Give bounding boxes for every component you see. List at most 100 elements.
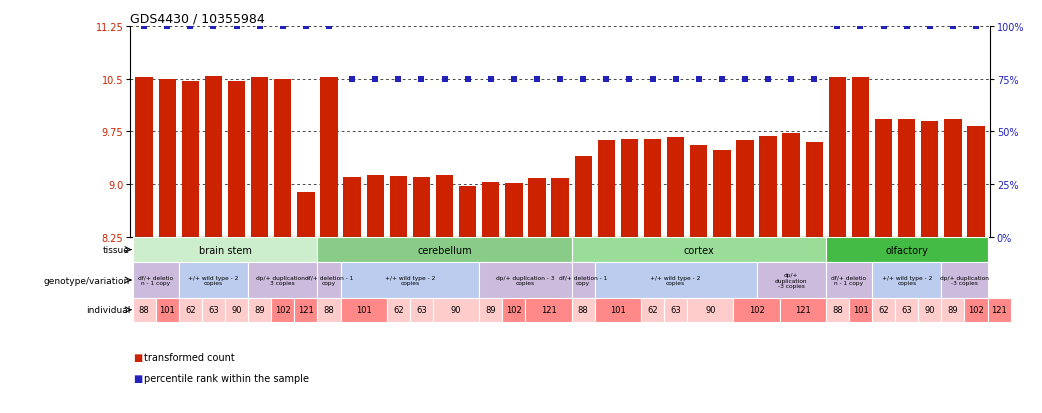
Bar	[132, 298, 155, 322]
Bar	[482, 183, 499, 237]
Bar	[828, 78, 846, 237]
Bar	[320, 78, 338, 237]
Bar	[413, 178, 430, 237]
Text: dp/+ duplication
-3 copies: dp/+ duplication -3 copies	[940, 275, 989, 285]
Point	[505, 76, 522, 83]
Text: 101: 101	[355, 306, 372, 314]
Text: 88: 88	[139, 306, 149, 314]
Bar	[274, 80, 292, 237]
Point	[321, 24, 338, 30]
Point	[437, 76, 453, 83]
Bar	[572, 298, 595, 322]
Bar	[248, 263, 318, 298]
Point	[921, 24, 938, 30]
Bar	[779, 298, 826, 322]
Text: ■: ■	[133, 373, 143, 383]
Point	[783, 76, 799, 83]
Point	[460, 76, 476, 83]
Bar	[690, 146, 708, 237]
Point	[158, 24, 175, 30]
Bar	[872, 263, 941, 298]
Point	[344, 76, 361, 83]
Bar	[390, 176, 407, 237]
Bar	[228, 81, 245, 237]
Text: 90: 90	[451, 306, 462, 314]
Text: dp/+
duplication
-3 copies: dp/+ duplication -3 copies	[775, 273, 808, 288]
Bar	[367, 176, 383, 237]
Bar	[225, 298, 248, 322]
Bar	[988, 298, 1011, 322]
Point	[413, 76, 429, 83]
Point	[714, 76, 730, 83]
Bar	[344, 178, 361, 237]
Text: df/+ deletion - 1
copy: df/+ deletion - 1 copy	[305, 275, 353, 285]
Point	[528, 76, 545, 83]
Bar	[760, 137, 776, 237]
Bar	[921, 121, 939, 237]
Text: 121: 121	[298, 306, 314, 314]
Bar	[572, 237, 826, 263]
Bar	[941, 263, 988, 298]
Text: +/+ wild type - 2
copies: +/+ wild type - 2 copies	[189, 275, 239, 285]
Point	[575, 76, 592, 83]
Text: 121: 121	[541, 306, 556, 314]
Text: 101: 101	[610, 306, 626, 314]
Bar	[667, 138, 685, 237]
Bar	[318, 237, 572, 263]
Bar	[158, 80, 176, 237]
Text: +/+ wild type - 2
copies: +/+ wild type - 2 copies	[384, 275, 436, 285]
Text: percentile rank within the sample: percentile rank within the sample	[144, 373, 308, 383]
Text: 63: 63	[416, 306, 427, 314]
Text: df/+ deletio
n - 1 copy: df/+ deletio n - 1 copy	[832, 275, 867, 285]
Bar	[851, 78, 869, 237]
Bar	[826, 263, 872, 298]
Text: 101: 101	[159, 306, 175, 314]
Bar	[458, 187, 476, 237]
Bar	[872, 298, 895, 322]
Text: 62: 62	[647, 306, 658, 314]
Bar	[598, 140, 615, 237]
Bar	[756, 263, 826, 298]
Text: 62: 62	[878, 306, 889, 314]
Text: +/+ wild type - 2
copies: +/+ wild type - 2 copies	[882, 275, 932, 285]
Bar	[918, 298, 941, 322]
Text: +/+ wild type - 2
copies: +/+ wild type - 2 copies	[650, 275, 701, 285]
Text: genotype/variation: genotype/variation	[44, 276, 130, 285]
Bar	[944, 119, 962, 237]
Text: 90: 90	[705, 306, 716, 314]
Text: dp/+ duplication -
3 copies: dp/+ duplication - 3 copies	[256, 275, 309, 285]
Point	[228, 24, 245, 30]
Bar	[297, 192, 315, 237]
Bar	[341, 298, 387, 322]
Bar	[621, 140, 638, 237]
Bar	[895, 298, 918, 322]
Text: 90: 90	[231, 306, 242, 314]
Point	[298, 24, 315, 30]
Bar	[525, 298, 572, 322]
Bar	[181, 81, 199, 237]
Bar	[271, 298, 294, 322]
Bar	[436, 176, 453, 237]
Bar	[248, 298, 271, 322]
Bar	[479, 263, 572, 298]
Text: ■: ■	[133, 352, 143, 362]
Text: 89: 89	[254, 306, 265, 314]
Bar	[687, 298, 734, 322]
Bar	[965, 298, 988, 322]
Text: 89: 89	[486, 306, 496, 314]
Bar	[941, 298, 965, 322]
Text: 63: 63	[208, 306, 219, 314]
Bar	[502, 298, 525, 322]
Text: individual: individual	[85, 306, 130, 314]
Bar	[644, 140, 662, 237]
Text: olfactory: olfactory	[886, 245, 928, 255]
Point	[482, 76, 499, 83]
Point	[205, 24, 222, 30]
Text: GDS4430 / 10355984: GDS4430 / 10355984	[130, 13, 265, 26]
Point	[251, 24, 268, 30]
Bar	[202, 298, 225, 322]
Bar	[179, 298, 202, 322]
Text: 62: 62	[393, 306, 403, 314]
Bar	[826, 237, 988, 263]
Point	[852, 24, 869, 30]
